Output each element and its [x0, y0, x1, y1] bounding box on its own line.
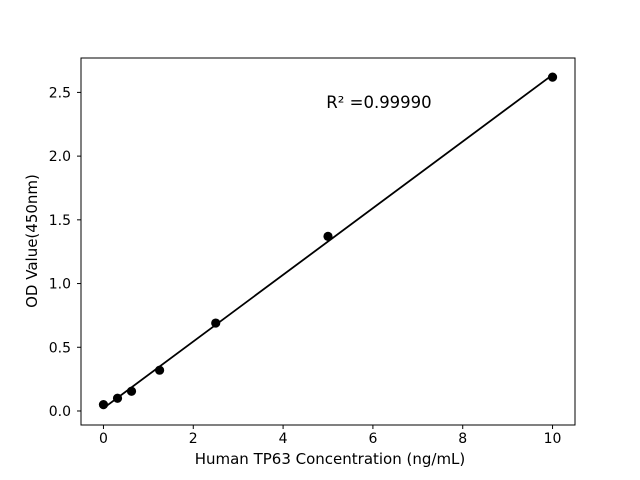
- y-tick-label: 1.0: [49, 277, 71, 293]
- x-axis-label: Human TP63 Concentration (ng/mL): [195, 450, 466, 468]
- data-point: [126, 386, 137, 396]
- data-point: [547, 72, 558, 82]
- data-point: [211, 318, 221, 328]
- x-tick-label: 2: [189, 431, 198, 447]
- y-tick-label: 0.5: [49, 340, 71, 356]
- fit-line: [102, 73, 554, 410]
- y-axis-label: OD Value(450nm): [23, 174, 41, 308]
- data-point: [154, 365, 165, 375]
- x-tick-label: 6: [368, 431, 377, 447]
- x-tick-label: 4: [279, 431, 288, 447]
- x-tick-label: 8: [458, 431, 467, 447]
- x-tick-label: 10: [544, 431, 562, 447]
- y-tick-label: 0.0: [49, 404, 71, 420]
- data-point: [112, 393, 123, 403]
- r-squared-annotation: R² =0.99990: [326, 93, 431, 112]
- x-tick-label: 0: [99, 431, 108, 447]
- y-tick-label: 1.5: [49, 213, 71, 229]
- data-point: [323, 231, 333, 242]
- plot-frame: [80, 57, 576, 426]
- data-point: [98, 400, 109, 410]
- plot-area: 0 2 4 6 8 10 0.0 0.5 1.0 1.5 2.0 2.5: [49, 57, 576, 447]
- y-tick-label: 2.5: [49, 85, 71, 101]
- y-tick-label: 2.0: [49, 149, 71, 165]
